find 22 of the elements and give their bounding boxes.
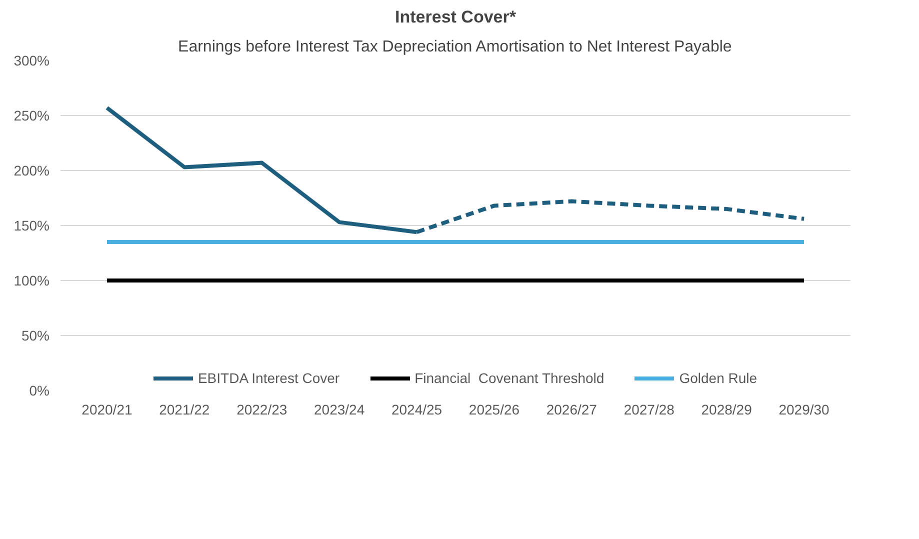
x-tick-label: 2023/24 [314, 402, 365, 418]
y-tick-label: 50% [21, 328, 50, 344]
legend-label: Financial Covenant Threshold [414, 370, 604, 386]
x-tick-label: 2028/29 [701, 402, 752, 418]
x-tick-label: 2029/30 [778, 402, 830, 418]
x-tick-label: 2027/28 [624, 402, 675, 418]
x-tick-label: 2020/21 [82, 402, 132, 418]
y-tick-label: 150% [14, 218, 50, 234]
y-tick-label: 200% [14, 162, 50, 178]
y-tick-label: 0% [29, 382, 50, 398]
y-tick-label: 300% [14, 52, 50, 68]
y-tick-label: 100% [14, 272, 50, 288]
x-tick-label: 2024/25 [391, 402, 442, 418]
legend-label: EBITDA Interest Cover [198, 370, 340, 386]
x-tick-label: 2021/22 [159, 402, 210, 418]
x-tick-label: 2022/23 [236, 402, 288, 418]
x-tick-label: 2025/26 [468, 402, 520, 418]
x-tick-label: 2026/27 [546, 402, 598, 418]
chart-title: Interest Cover* [395, 8, 516, 26]
chart-subtitle: Earnings before Interest Tax Depreciation Amortisation to Net Interest Payable [178, 38, 732, 56]
y-tick-label: 250% [14, 108, 50, 124]
legend-label: Golden Rule [679, 370, 758, 386]
